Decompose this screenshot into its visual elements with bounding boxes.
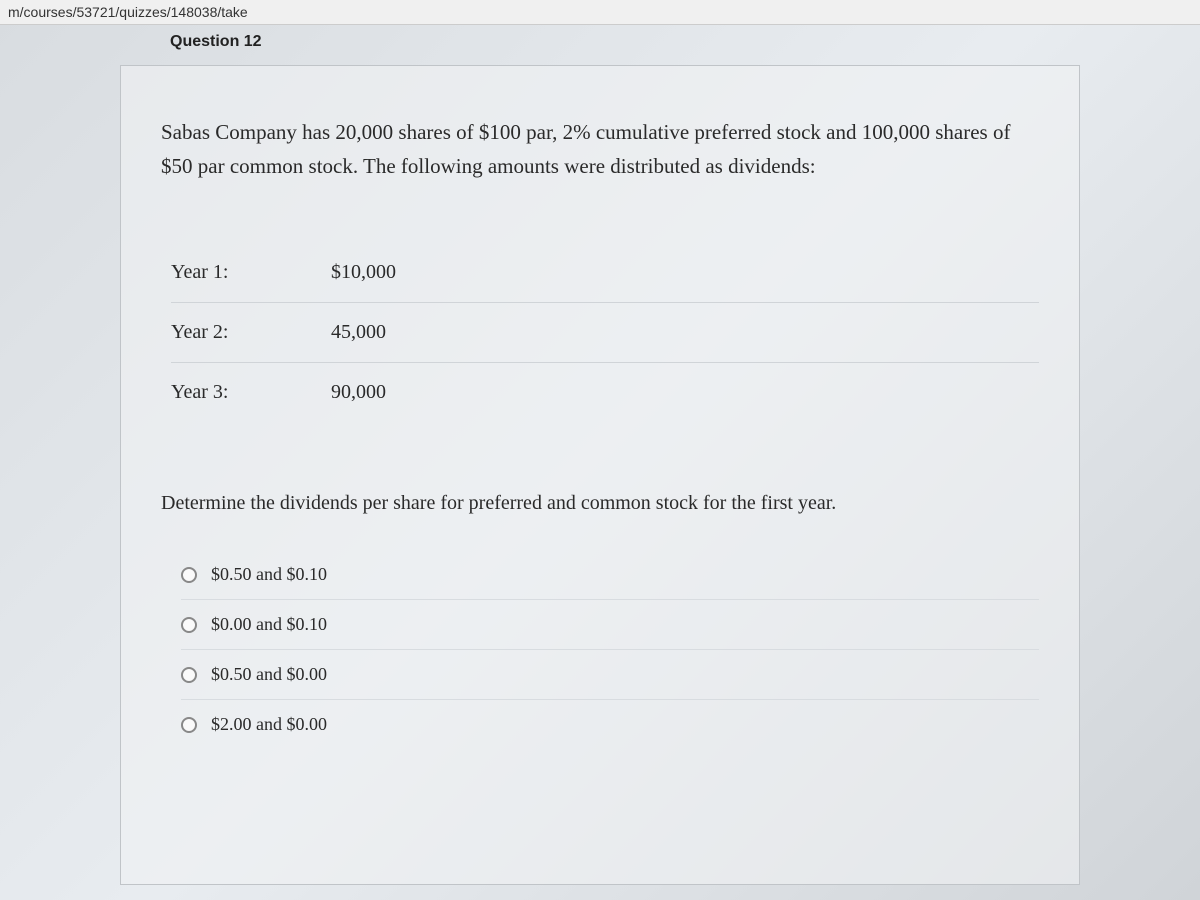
year-value: 90,000: [331, 381, 386, 404]
radio-icon[interactable]: [181, 717, 197, 733]
year-label: Year 1:: [171, 261, 331, 284]
question-number: Question 12: [170, 33, 262, 50]
year-value: 45,000: [331, 321, 386, 344]
option-label: $2.00 and $0.00: [211, 714, 327, 735]
option-row[interactable]: $0.00 and $0.10: [181, 600, 1039, 650]
radio-icon[interactable]: [181, 617, 197, 633]
question-container: Sabas Company has 20,000 shares of $100 …: [120, 65, 1080, 885]
option-label: $0.50 and $0.10: [211, 564, 327, 585]
table-row: Year 2: 45,000: [171, 303, 1039, 363]
year-value: $10,000: [331, 261, 396, 284]
dividends-table: Year 1: $10,000 Year 2: 45,000 Year 3: 9…: [171, 243, 1039, 422]
question-intro: Sabas Company has 20,000 shares of $100 …: [161, 116, 1039, 183]
option-label: $0.00 and $0.10: [211, 614, 327, 635]
option-row[interactable]: $0.50 and $0.00: [181, 650, 1039, 700]
table-row: Year 1: $10,000: [171, 243, 1039, 303]
question-header: Question 12: [0, 25, 1200, 55]
radio-icon[interactable]: [181, 667, 197, 683]
option-label: $0.50 and $0.00: [211, 664, 327, 685]
radio-icon[interactable]: [181, 567, 197, 583]
option-row[interactable]: $2.00 and $0.00: [181, 700, 1039, 749]
url-text: m/courses/53721/quizzes/148038/take: [8, 4, 248, 20]
option-row[interactable]: $0.50 and $0.10: [181, 550, 1039, 600]
url-bar: m/courses/53721/quizzes/148038/take: [0, 0, 1200, 25]
question-prompt: Determine the dividends per share for pr…: [161, 492, 1039, 515]
answer-options: $0.50 and $0.10 $0.00 and $0.10 $0.50 an…: [181, 550, 1039, 749]
table-row: Year 3: 90,000: [171, 363, 1039, 422]
year-label: Year 2:: [171, 321, 331, 344]
year-label: Year 3:: [171, 381, 331, 404]
